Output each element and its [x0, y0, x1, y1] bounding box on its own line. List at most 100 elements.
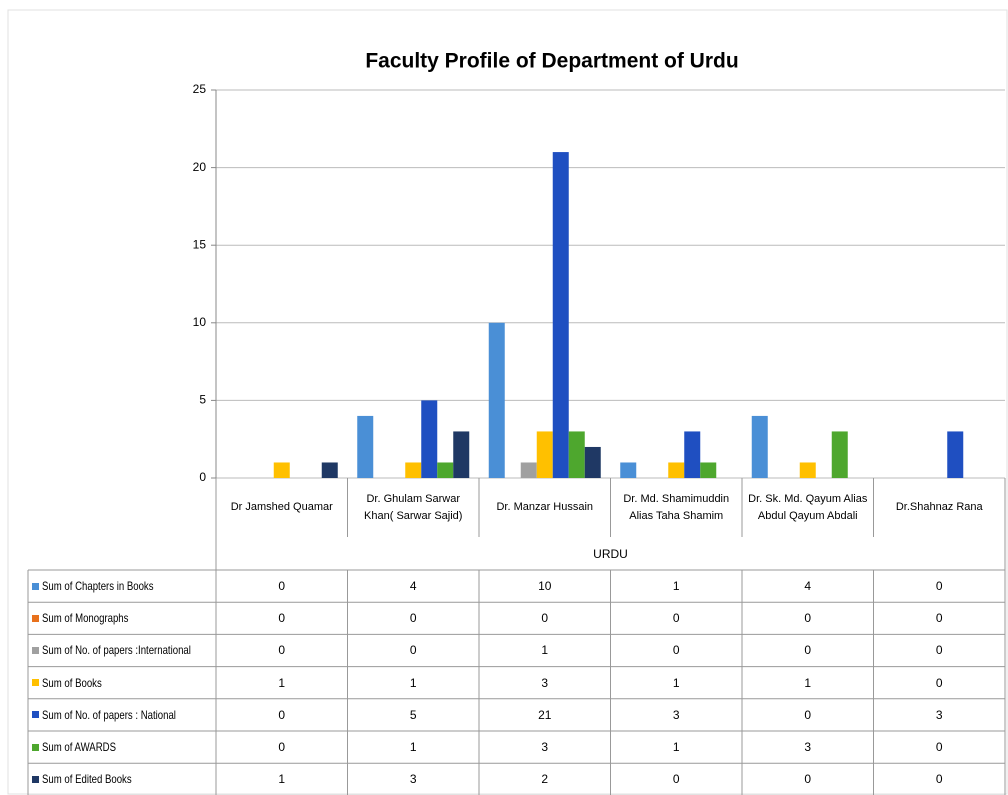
table-value: 4 — [409, 579, 417, 594]
y-tick-label: 5 — [199, 393, 206, 407]
bar — [668, 462, 685, 478]
legend-swatch — [32, 743, 39, 751]
table-value: 4 — [804, 579, 812, 594]
bar — [321, 462, 338, 478]
table-value: 0 — [672, 611, 680, 626]
bar — [273, 462, 290, 478]
table-value: 0 — [409, 611, 417, 626]
legend-label: Sum of No. of papers : National — [42, 707, 176, 722]
bar — [831, 431, 848, 478]
frame — [7, 9, 1008, 795]
legend-entry: Sum of Chapters in Books — [28, 570, 216, 602]
table-value: 0 — [804, 772, 812, 787]
table-value: 0 — [935, 772, 943, 787]
legend-entry: Sum of No. of papers : National — [28, 699, 216, 731]
table-value: 1 — [278, 675, 286, 690]
legend-label: Sum of AWARDS — [42, 740, 116, 755]
bar — [488, 322, 505, 478]
y-tick-label: 15 — [193, 237, 207, 251]
group-label: URDU — [593, 546, 628, 561]
table-value: 1 — [672, 740, 680, 755]
chart-title: Faculty Profile of Department of Urdu — [365, 50, 738, 73]
table-value: 10 — [538, 579, 552, 594]
table-value: 0 — [672, 772, 680, 787]
table-value: 0 — [278, 740, 286, 755]
x-tick-label: Dr. Sk. Md. Qayum Alias Abdul Qayum Abda… — [748, 492, 868, 522]
y-tick-label: 10 — [193, 315, 207, 329]
table-value: 1 — [541, 643, 549, 658]
table-value: 1 — [672, 675, 680, 690]
table-value: 1 — [409, 675, 417, 690]
y-tick-label: 20 — [193, 160, 207, 174]
bar — [453, 431, 470, 478]
bar — [568, 431, 585, 478]
legend-label: Sum of Monographs — [42, 611, 129, 626]
bar — [552, 152, 569, 478]
table-value: 0 — [541, 611, 549, 626]
legend-entry: Sum of Monographs — [28, 602, 216, 634]
table-value: 0 — [278, 611, 286, 626]
bar — [751, 415, 768, 478]
table-value: 1 — [278, 772, 286, 787]
legend-label: Sum of Chapters in Books — [42, 579, 154, 594]
table-value: 3 — [804, 740, 812, 755]
table-value: 21 — [538, 707, 552, 722]
table-value: 0 — [804, 643, 812, 658]
x-tick-label: Dr Jamshed Quamar — [230, 501, 333, 513]
bar — [620, 462, 637, 478]
legend-swatch — [32, 646, 39, 654]
table-value: 3 — [409, 772, 417, 787]
table-value: 0 — [935, 740, 943, 755]
table-value: 3 — [672, 707, 680, 722]
bar — [584, 446, 601, 478]
table-value: 0 — [935, 675, 943, 690]
bar — [684, 431, 701, 478]
bar — [947, 431, 964, 478]
legend-swatch — [32, 679, 39, 687]
bar — [357, 415, 374, 478]
legend-swatch — [32, 711, 39, 719]
legend-label: Sum of No. of papers :International — [42, 643, 191, 658]
legend-entry: Sum of Edited Books — [28, 763, 216, 795]
table-value: 0 — [409, 643, 417, 658]
table-value: 0 — [804, 611, 812, 626]
table-value: 0 — [672, 643, 680, 658]
legend-label: Sum of Edited Books — [42, 772, 132, 787]
table-value: 0 — [804, 707, 812, 722]
bar — [520, 462, 537, 478]
x-tick-label: Dr. Manzar Hussain — [496, 501, 594, 513]
y-tick-label: 25 — [193, 82, 207, 96]
table-value: 1 — [409, 740, 417, 755]
table-value: 0 — [935, 579, 943, 594]
table-value: 3 — [541, 740, 549, 755]
bar — [700, 462, 717, 478]
table-value: 1 — [804, 675, 812, 690]
table-value: 0 — [278, 707, 286, 722]
legend-entry: Sum of AWARDS — [28, 731, 216, 763]
bar — [536, 431, 553, 478]
table-value: 2 — [541, 772, 549, 787]
table-value: 0 — [278, 643, 286, 658]
x-tick-label: Dr. Ghulam Sarwar Khan( Sarwar Sajid) — [364, 492, 463, 522]
x-tick-label: Dr. Md. Shamimuddin Alias Taha Shamim — [623, 492, 730, 522]
bar — [799, 462, 816, 478]
legend-entry: Sum of No. of papers :International — [28, 634, 216, 666]
legend-swatch — [32, 614, 39, 622]
table-value: 0 — [278, 579, 286, 594]
table-value: 5 — [409, 707, 417, 722]
bar — [405, 462, 422, 478]
table-value: 0 — [935, 611, 943, 626]
table-value: 3 — [541, 675, 549, 690]
table-value: 0 — [935, 643, 943, 658]
legend-label: Sum of Books — [42, 675, 102, 690]
bar — [421, 400, 438, 478]
legend-swatch — [32, 775, 39, 783]
table-value: 3 — [935, 707, 943, 722]
table-value: 1 — [672, 579, 680, 594]
bar — [437, 462, 454, 478]
y-tick-label: 0 — [199, 470, 206, 484]
x-tick-label: Dr.Shahnaz Rana — [895, 501, 983, 513]
legend-swatch — [32, 582, 39, 590]
